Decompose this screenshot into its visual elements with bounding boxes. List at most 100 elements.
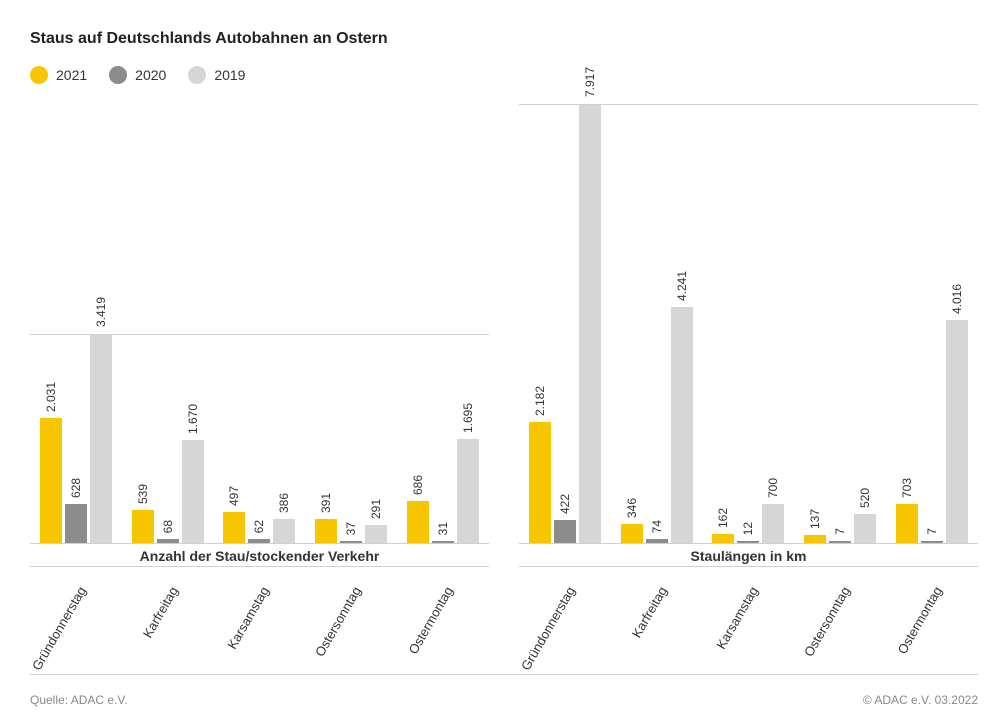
bar-rect: [65, 504, 87, 543]
bar-rect: [182, 440, 204, 543]
bar-rect: [946, 320, 968, 543]
plot-area: 2.0316283.419539681.67049762386391372916…: [30, 334, 489, 544]
axis-title: Staulängen in km: [519, 544, 978, 572]
bar-rect: [365, 525, 387, 543]
charts-row: 2.031 628 3.419 539681.670 497 62 386 391 37 291 6…: [30, 104, 978, 698]
bar-rect: [829, 541, 851, 543]
x-label-text: Karsamstag: [225, 584, 273, 652]
bar-value-label: 4.016: [950, 284, 964, 314]
plot-area: 2.182 422 7.917 346 74 4.241 162 12 700 137 7 520 70…: [519, 104, 978, 544]
bar: 7.917: [579, 105, 601, 543]
bar: 137: [804, 105, 826, 543]
bar: 386: [273, 335, 295, 543]
bar-value-label: 291: [369, 499, 383, 519]
bar-value-label: 7: [925, 528, 939, 535]
bar-group: 346 74 4.241: [611, 105, 703, 543]
bar-value-label: 700: [766, 478, 780, 498]
bar-value-label: 520: [858, 488, 872, 508]
bar-value-label: 422: [558, 494, 572, 514]
bar-rect: [554, 520, 576, 543]
bar-value-label: 7.917: [583, 67, 597, 97]
bar-value-label: 346: [625, 498, 639, 518]
bar: 62: [248, 335, 270, 543]
x-label-text: Karfreitag: [140, 584, 181, 640]
bar-value-label: 31: [436, 522, 450, 535]
bar-value-label: 4.241: [675, 271, 689, 301]
axis-title: Anzahl der Stau/stockender Verkehr: [30, 544, 489, 572]
legend-label-2020: 2020: [135, 67, 166, 83]
bar-value-label: 2.182: [533, 386, 547, 416]
legend-swatch-2021: [30, 66, 48, 84]
bar: 7: [921, 105, 943, 543]
bar-rect: [40, 418, 62, 543]
bar-rect: [315, 519, 337, 543]
bar: 1.695: [457, 335, 479, 543]
bar-value-label: 628: [69, 478, 83, 498]
x-label-text: Ostermontag: [406, 584, 457, 657]
bar-rect: [90, 335, 112, 543]
bar: 628: [65, 335, 87, 543]
bar: 12: [737, 105, 759, 543]
bar-rect: [621, 524, 643, 543]
bar-group: 2.182 422 7.917: [519, 105, 611, 543]
bar: 497: [223, 335, 245, 543]
legend-swatch-2019: [188, 66, 206, 84]
bar-group: 539681.670: [122, 335, 214, 543]
x-label-text: Ostermontag: [895, 584, 946, 657]
bar-group: 137 7 520: [794, 105, 886, 543]
bar-rect: [457, 439, 479, 543]
bar-value-label: 391: [319, 493, 333, 513]
x-label-text: Ostersonntag: [801, 584, 853, 659]
bar: 37: [340, 335, 362, 543]
bar-group: 2.0316283.419: [30, 335, 122, 543]
bar: 162: [712, 105, 734, 543]
bar-rect: [273, 519, 295, 543]
bar-value-label: 74: [650, 520, 664, 533]
x-label-text: Gründonnerstag: [518, 584, 578, 673]
bar: 520: [854, 105, 876, 543]
bar-groups: 2.182 422 7.917 346 74 4.241 162 12 700 137 7 520 70…: [519, 105, 978, 543]
bar: 74: [646, 105, 668, 543]
bar: 703: [896, 105, 918, 543]
bar: 539: [132, 335, 154, 543]
bar-rect: [407, 501, 429, 543]
bar-rect: [223, 512, 245, 543]
bar-rect: [340, 541, 362, 543]
bar-value-label: 3.419: [94, 297, 108, 327]
bar-group: 703 7 4.016: [886, 105, 978, 543]
bar-value-label: 703: [900, 478, 914, 498]
bar-rect: [157, 539, 179, 543]
bar: 291: [365, 335, 387, 543]
x-label-text: Karfreitag: [629, 584, 670, 640]
bar-rect: [737, 541, 759, 543]
bar: 4.241: [671, 105, 693, 543]
bar: 2.031: [40, 335, 62, 543]
bar-group: 391 37 291: [305, 335, 397, 543]
legend-label-2019: 2019: [214, 67, 245, 83]
bar-value-label: 7: [833, 528, 847, 535]
bar-value-label: 12: [741, 522, 755, 535]
footer-copyright: © ADAC e.V. 03.2022: [863, 693, 978, 707]
legend-item-2020: 2020: [109, 66, 166, 84]
bar: 346: [621, 105, 643, 543]
bar: 2.182: [529, 105, 551, 543]
bar-value-label: 386: [277, 493, 291, 513]
legend-item-2019: 2019: [188, 66, 245, 84]
bar: 68: [157, 335, 179, 543]
bar-value-label: 162: [716, 508, 730, 528]
footer-source: Quelle: ADAC e.V.: [30, 693, 128, 707]
legend-label-2021: 2021: [56, 67, 87, 83]
bar-rect: [529, 422, 551, 543]
legend-swatch-2020: [109, 66, 127, 84]
bar-value-label: 62: [252, 520, 266, 533]
bar-rect: [432, 541, 454, 543]
bar-value-label: 686: [411, 475, 425, 495]
bar-group: 162 12 700: [703, 105, 795, 543]
bar-rect: [712, 534, 734, 543]
bar-group: 686 31 1.695: [397, 335, 489, 543]
bar: 391: [315, 335, 337, 543]
legend-item-2021: 2021: [30, 66, 87, 84]
bar-rect: [921, 541, 943, 543]
bar-rect: [248, 539, 270, 543]
bar-rect: [579, 105, 601, 543]
